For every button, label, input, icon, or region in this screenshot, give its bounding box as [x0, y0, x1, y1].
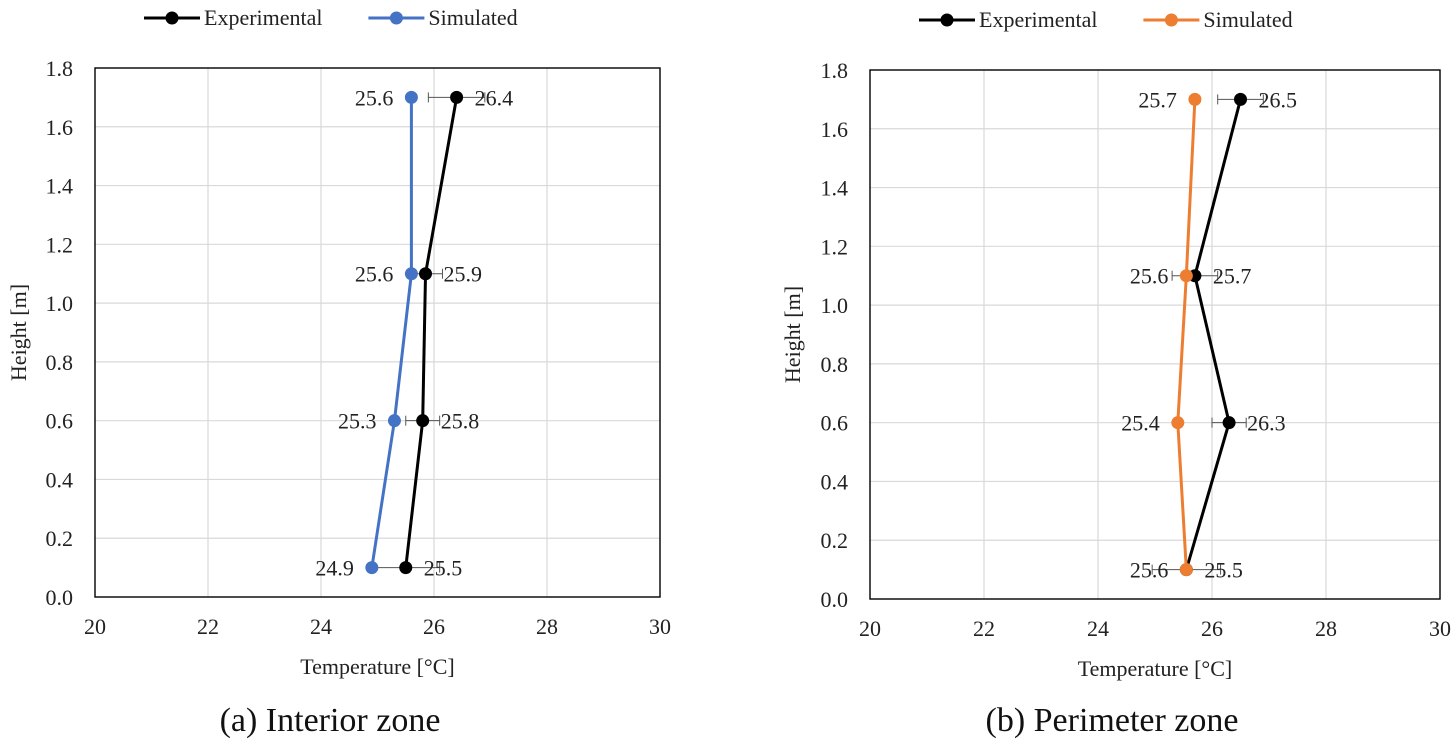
x-tick-label: 30 [1429, 616, 1451, 641]
data-label: 25.6 [355, 85, 394, 110]
data-label: 26.3 [1247, 411, 1286, 436]
x-tick-label: 30 [649, 614, 671, 639]
series-line [404, 97, 459, 568]
data-label: 25.6 [1130, 558, 1169, 583]
series-simulated: 24.9 25.3 25.6 25.6 [315, 85, 418, 581]
data-point [1234, 92, 1247, 106]
y-tick-label: 1.0 [46, 291, 74, 316]
x-tick-label: 28 [1315, 616, 1337, 641]
data-point [404, 90, 418, 104]
plot-frame [94, 67, 661, 598]
data-label: 25.8 [441, 409, 480, 434]
legend-label: Simulated [428, 5, 517, 30]
legend-item: Simulated [1143, 7, 1293, 32]
y-tick-label: 1.8 [821, 58, 849, 83]
x-tick-label: 22 [197, 614, 219, 639]
x-tick-label: 20 [84, 614, 106, 639]
y-tick-label: 0.0 [46, 585, 74, 610]
y-tick-label: 1.2 [46, 232, 74, 257]
data-label: 26.5 [1259, 87, 1298, 112]
legend-item: Simulated [368, 5, 518, 30]
data-point [450, 90, 464, 104]
panel-caption: (a) Interior zone [220, 702, 441, 739]
data-point [1188, 92, 1202, 106]
y-tick-label: 0.6 [821, 411, 849, 436]
data-label: 24.9 [315, 556, 354, 581]
y-tick-label: 1.6 [821, 117, 849, 142]
y-tick-label: 1.0 [821, 293, 849, 318]
legend-swatch-marker [389, 11, 403, 25]
y-tick-label: 0.4 [46, 467, 74, 492]
y-tick-label: 0.2 [46, 526, 74, 551]
series-simulated: 25.6 25.4 25.6 25.7 [1121, 87, 1202, 583]
x-tick-label: 26 [423, 614, 445, 639]
legend-item: Experimental [144, 5, 323, 30]
data-label: 25.7 [1213, 264, 1252, 289]
x-axis-title: Temperature [°C] [1078, 656, 1232, 681]
data-label: 25.3 [338, 409, 377, 434]
y-tick-label: 1.6 [46, 115, 74, 140]
legend-item: Experimental [919, 7, 1098, 32]
y-tick-label: 0.2 [821, 528, 849, 553]
series-line [1184, 99, 1242, 571]
data-label: 26.4 [475, 85, 513, 110]
data-point [404, 267, 418, 281]
data-point [419, 267, 433, 281]
legend-swatch-marker [165, 11, 179, 25]
legend-label: Experimental [979, 7, 1098, 32]
data-label: 25.5 [424, 556, 463, 581]
series-line [1176, 99, 1197, 570]
x-tick-label: 28 [536, 614, 558, 639]
x-tick-label: 20 [859, 616, 881, 641]
legend-swatch-marker [940, 13, 954, 27]
y-tick-label: 0.4 [821, 469, 849, 494]
y-tick-label: 1.4 [821, 176, 849, 201]
legend-swatch-marker [1164, 13, 1178, 27]
data-point [399, 561, 413, 575]
data-label: 25.6 [1130, 264, 1169, 289]
data-label: 25.7 [1138, 87, 1177, 112]
x-tick-label: 24 [1087, 616, 1109, 641]
series-line [370, 97, 413, 568]
legend-label: Simulated [1203, 7, 1292, 32]
data-point [365, 561, 379, 575]
chart-panel-perimeter: 20 22 24 26 28 30 0.0 0.2 0.4 0.6 0.8 1.0 1.2 1.4 1.6 1… [780, 7, 1451, 739]
y-tick-label: 0.0 [821, 587, 849, 612]
data-label: 25.9 [444, 262, 483, 287]
series-experimental: 25.5 25.8 25.9 26.4 [371, 85, 513, 581]
y-tick-label: 1.2 [821, 234, 849, 259]
panel-caption: (b) Perimeter zone [986, 702, 1239, 739]
x-axis-title: Temperature [°C] [300, 654, 454, 679]
y-tick-label: 1.8 [46, 56, 74, 81]
y-axis-title: Height [m] [6, 284, 31, 381]
data-point [387, 414, 401, 428]
data-point [416, 414, 430, 428]
y-tick-label: 0.8 [46, 350, 74, 375]
x-tick-label: 24 [310, 614, 332, 639]
series-experimental: 25.5 26.3 25.7 26.5 [1151, 87, 1298, 583]
data-point [1179, 563, 1193, 577]
plot-frame [869, 69, 1441, 600]
data-point [1222, 416, 1236, 430]
chart-panel-interior: 20 22 24 26 28 30 0.0 0.2 0.4 0.6 0.8 1.0 1.2 1.4 1.6 1… [6, 5, 671, 739]
legend-label: Experimental [204, 5, 323, 30]
y-tick-label: 0.8 [821, 352, 849, 377]
data-point [1171, 416, 1185, 430]
x-tick-label: 22 [973, 616, 995, 641]
data-label: 25.4 [1121, 411, 1160, 436]
data-label: 25.6 [355, 262, 394, 287]
data-point [1179, 269, 1193, 283]
y-axis-title: Height [m] [780, 286, 805, 383]
x-tick-label: 26 [1201, 616, 1223, 641]
y-tick-label: 1.4 [46, 174, 74, 199]
y-tick-label: 0.6 [46, 409, 74, 434]
data-label: 25.5 [1204, 558, 1243, 583]
